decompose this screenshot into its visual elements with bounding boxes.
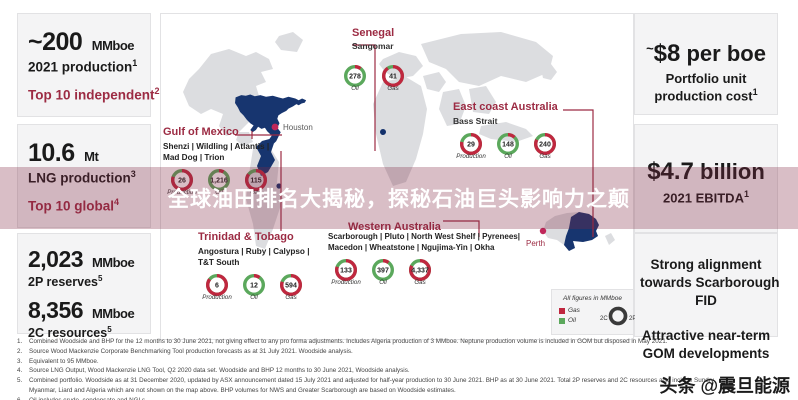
svg-text:Scarborough | Pluto | North We: Scarborough | Pluto | North West Shelf |… [328, 232, 520, 241]
svg-text:Macedon | Wheatstone | Ngujima: Macedon | Wheatstone | Ngujima-Yin | Okh… [328, 243, 495, 252]
svg-text:240: 240 [539, 142, 551, 149]
svg-text:2C: 2C [600, 316, 608, 322]
svg-text:Angostura | Ruby | Calypso |: Angostura | Ruby | Calypso | [198, 247, 310, 256]
svg-text:Oil: Oil [250, 294, 258, 301]
svg-text:278: 278 [349, 74, 361, 81]
svg-text:12: 12 [250, 283, 258, 290]
svg-text:Gulf of Mexico: Gulf of Mexico [163, 126, 239, 138]
svg-text:29: 29 [467, 142, 475, 149]
svg-text:Gas: Gas [387, 85, 398, 92]
svg-text:Sangomar: Sangomar [352, 41, 394, 51]
svg-text:41: 41 [389, 74, 397, 81]
svg-text:Production: Production [331, 279, 361, 286]
svg-text:East coast Australia: East coast Australia [453, 101, 559, 113]
svg-text:Shenzi | Wildling | Atlantis |: Shenzi | Wildling | Atlantis | [163, 142, 269, 151]
svg-text:Oil: Oil [379, 279, 387, 286]
svg-text:Perth: Perth [526, 239, 545, 248]
svg-text:Gas: Gas [285, 294, 296, 301]
svg-text:Production: Production [456, 153, 486, 160]
svg-text:Oil: Oil [351, 85, 359, 92]
svg-text:6: 6 [215, 283, 219, 290]
svg-text:148: 148 [502, 142, 514, 149]
svg-text:4,337: 4,337 [411, 268, 429, 275]
svg-text:2P: 2P [629, 316, 635, 322]
svg-text:Production: Production [202, 294, 232, 301]
svg-text:Gas: Gas [539, 153, 550, 160]
svg-text:Oil: Oil [504, 153, 512, 160]
svg-text:T&T South: T&T South [198, 258, 239, 267]
svg-text:Trinidad & Tobago: Trinidad & Tobago [198, 231, 294, 243]
svg-text:Gas: Gas [414, 279, 425, 286]
svg-text:Bass Strait: Bass Strait [453, 116, 498, 126]
svg-text:594: 594 [285, 283, 297, 290]
svg-text:Senegal: Senegal [352, 27, 394, 39]
svg-text:397: 397 [377, 268, 389, 275]
svg-text:Mad Dog | Trion: Mad Dog | Trion [163, 153, 224, 162]
svg-text:133: 133 [340, 268, 352, 275]
svg-text:Houston: Houston [283, 123, 313, 132]
